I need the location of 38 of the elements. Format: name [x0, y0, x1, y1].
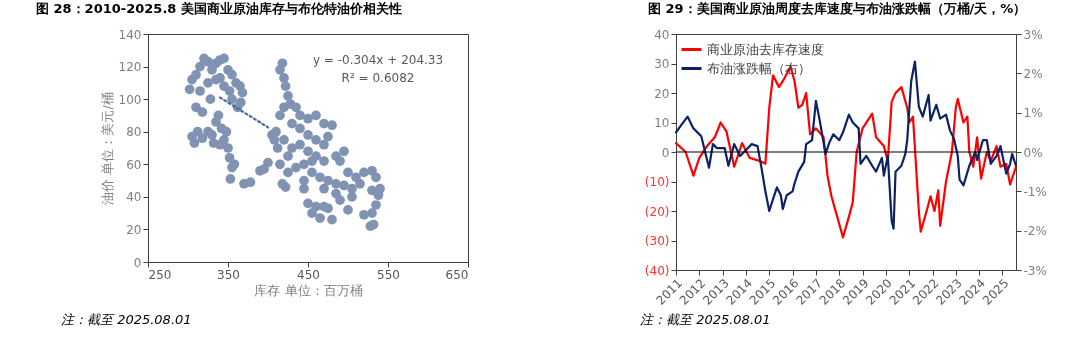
- x-tick-label: 350: [217, 267, 240, 282]
- y-tick-label: 80: [126, 125, 142, 140]
- x-tick-label: 450: [297, 267, 320, 282]
- y-tick-label: 0: [133, 255, 142, 270]
- x-tick-label: 550: [377, 267, 400, 282]
- y-tick-label: (20): [644, 204, 670, 219]
- legend-label: 商业原油去库存速度: [707, 41, 824, 57]
- y-tick-label: 20: [654, 86, 670, 101]
- x-tick-label: 250: [148, 267, 172, 282]
- y2-tick-label: -1%: [1023, 184, 1047, 199]
- y2-tick-label: 3%: [1023, 27, 1043, 42]
- y-tick-label: 0: [661, 145, 670, 160]
- y-tick-label: 20: [126, 222, 142, 237]
- y-tick-label: 30: [654, 57, 670, 71]
- y-axis-title: 油价 单位：美元/桶: [99, 92, 115, 205]
- x-axis-title: 库存 单位：百万桶: [254, 282, 363, 298]
- y-tick-label: 100: [118, 92, 142, 107]
- y-tick-label: (10): [644, 175, 670, 189]
- y-tick-label: 40: [654, 27, 670, 42]
- annotation: y = -0.304x + 204.33: [312, 53, 444, 67]
- y2-tick-label: 2%: [1023, 66, 1043, 81]
- y-tick-label: (30): [644, 234, 670, 248]
- chart-title: 图 29：美国商业原油周度去库速度与布油涨跌幅（万桶/天，%）: [648, 1, 1027, 16]
- y2-tick-label: -3%: [1023, 263, 1047, 278]
- y-tick-label: 140: [118, 27, 142, 42]
- y2-tick-label: 1%: [1023, 106, 1043, 121]
- annotation: R² = 0.6082: [341, 71, 415, 85]
- y-tick-label: 10: [654, 116, 670, 130]
- text: 注：截至 2025.08.01: [640, 312, 771, 327]
- chart-title: 图 28：2010-2025.8 美国商业原油库存与布伦特油价相关性: [36, 1, 402, 16]
- y2-tick-label: -2%: [1023, 224, 1047, 239]
- y2-tick-label: 0%: [1023, 145, 1043, 160]
- text: 注：截至 2025.08.01: [61, 312, 192, 327]
- y-tick-label: 40: [126, 190, 142, 205]
- y-tick-label: (40): [644, 263, 670, 278]
- y-tick-label: 60: [126, 157, 142, 172]
- x-tick-label: 650: [445, 267, 469, 282]
- y-tick-label: 120: [118, 60, 142, 75]
